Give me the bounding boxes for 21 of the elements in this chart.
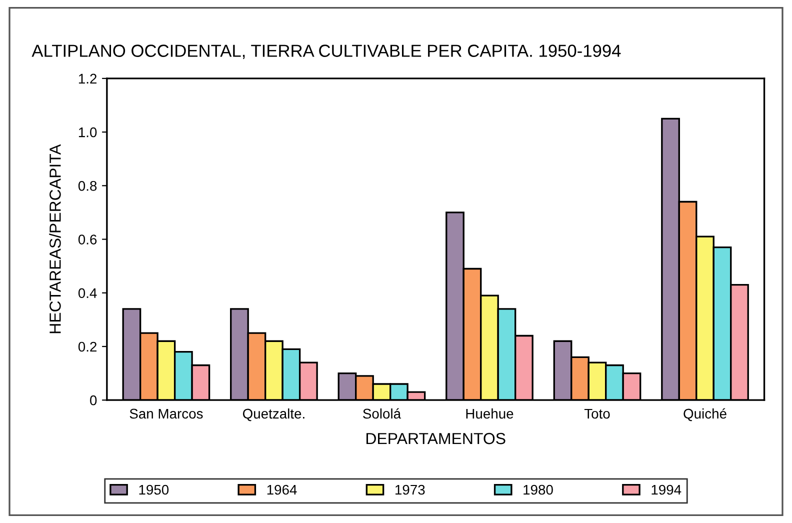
y-tick-label: 0.4: [78, 288, 97, 298]
x-tick-label: San Marcos: [130, 408, 203, 419]
x-axis-title: DEPARTAMENTOS: [366, 432, 506, 444]
chart-title: ALTIPLANO OCCIDENTAL, TIERRA CULTIVABLE PER CAPITA. 1950-1994: [32, 44, 621, 60]
y-tick-label: 0.6: [78, 234, 97, 244]
x-tick-label: Sololá: [363, 408, 402, 419]
legend-label: 1950: [139, 484, 169, 495]
x-tick-label: Quiché: [684, 408, 726, 422]
legend-label: 1964: [267, 484, 297, 495]
y-axis-title: HECTAREAS/PERCAPITA: [49, 144, 61, 334]
legend-label: 1980: [524, 484, 553, 495]
y-tick-label: 1.0: [78, 127, 97, 138]
legend-label: 1994: [652, 484, 682, 495]
y-tick-label: 1.2: [78, 74, 96, 84]
y-tick-label: 0.8: [78, 181, 97, 191]
x-tick-label: Huehue: [466, 408, 514, 419]
x-tick-label: Quetzalte.: [242, 408, 304, 422]
x-tick-label: Toto: [584, 408, 610, 419]
y-tick-label: 0.2: [78, 342, 96, 352]
legend-label: 1973: [396, 484, 425, 495]
y-tick-label: 0: [90, 395, 97, 406]
